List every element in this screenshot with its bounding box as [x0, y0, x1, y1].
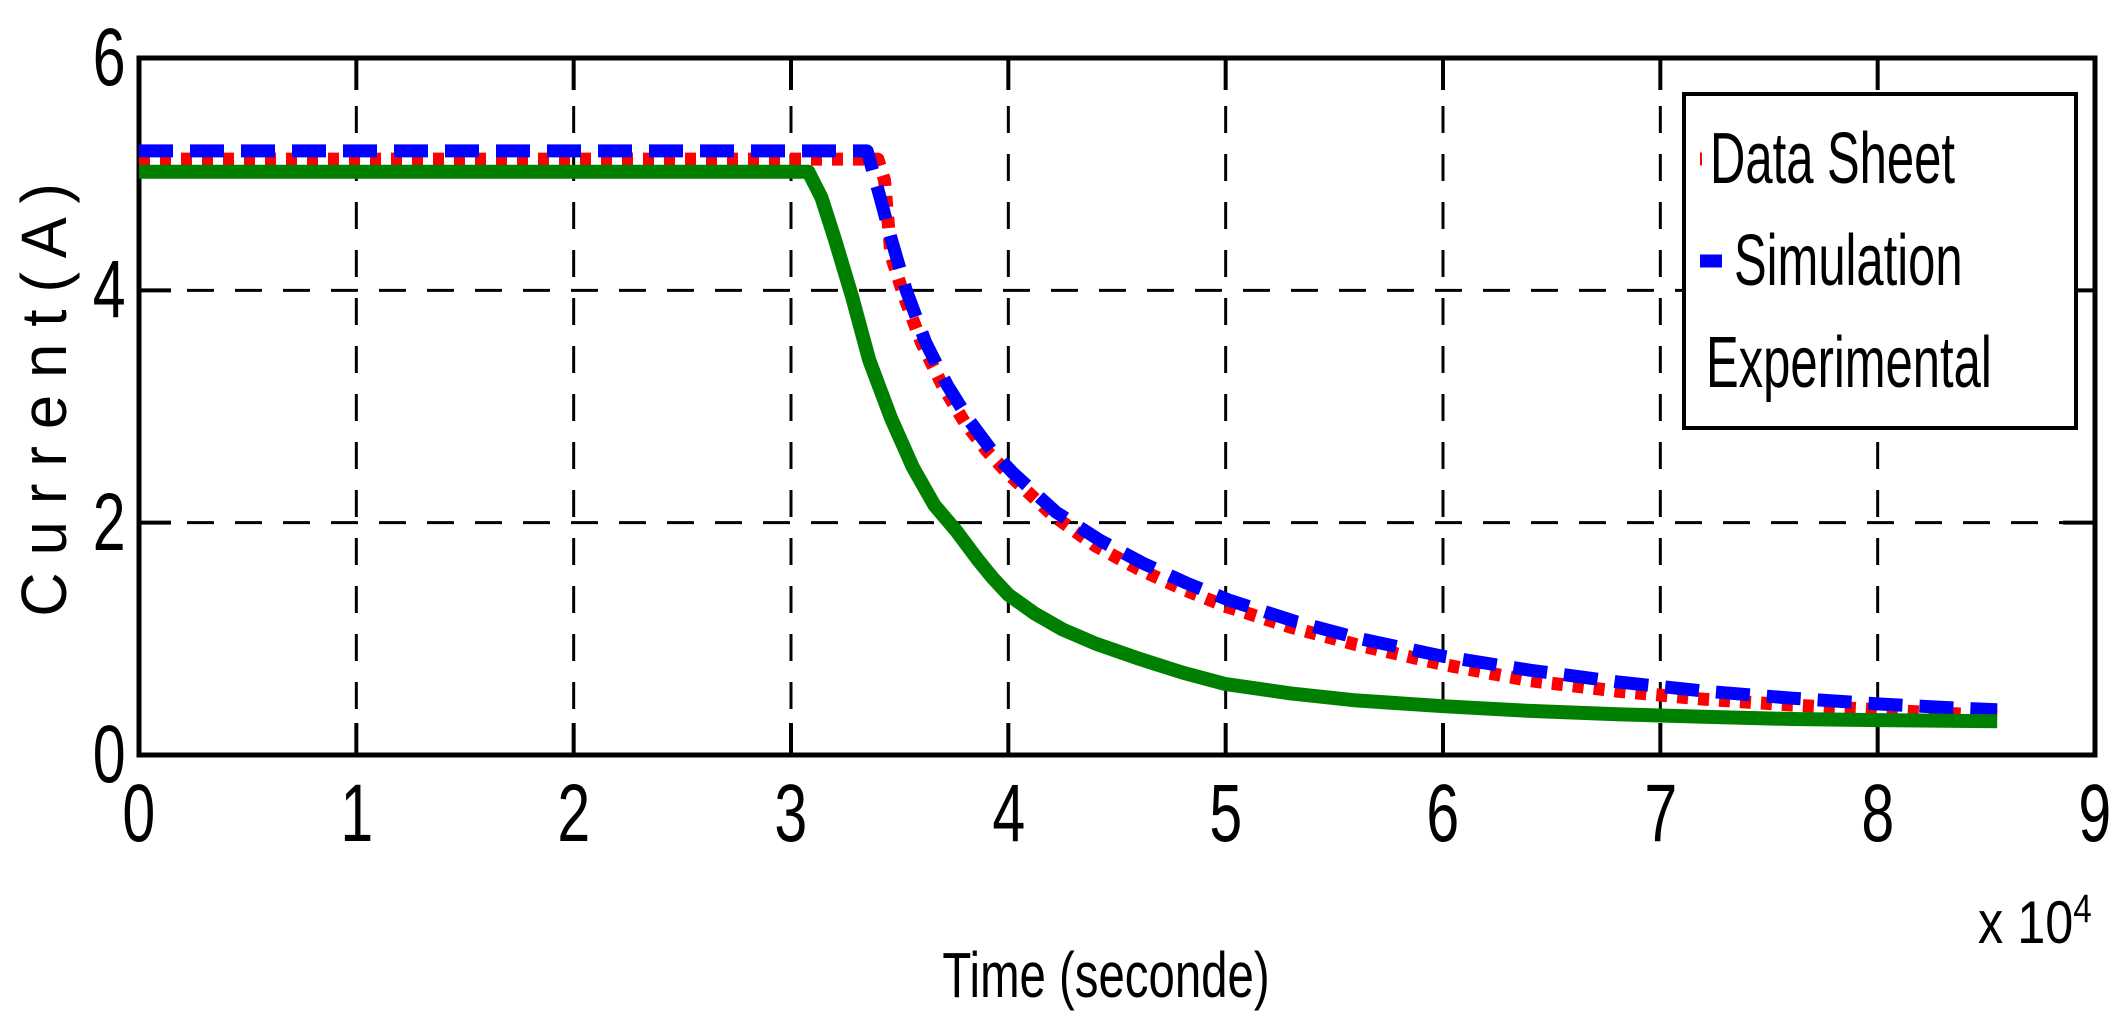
series-line-simulation	[139, 144, 1998, 717]
legend-item-experimental: Experimental	[1698, 319, 2070, 407]
x-axis-label: Time (seconde)	[942, 939, 1270, 1011]
exponent-power: 4	[2073, 887, 2092, 931]
legend: Data Sheet Simulation Experimental	[1682, 92, 2078, 430]
axes-box	[136, 55, 2098, 758]
legend-line-sample	[1700, 254, 1726, 268]
series-line-experimental	[139, 164, 1998, 729]
y-tick-label: 2	[93, 476, 126, 568]
legend-item-simulation: Simulation	[1698, 217, 2070, 305]
x-tick-label: 7	[1643, 768, 1677, 859]
x-tick-label: 6	[1426, 768, 1460, 859]
legend-label: Data Sheet	[1709, 119, 1955, 199]
y-tick-label: 6	[93, 12, 126, 103]
y-tick-label: 0	[93, 709, 126, 800]
x-axis-exponent: x 104	[1978, 888, 2092, 957]
x-tick-label: 5	[1209, 768, 1243, 859]
x-tick-label: 2	[557, 768, 591, 859]
legend-label: Experimental	[1706, 323, 1992, 403]
legend-line-sample	[1700, 152, 1702, 166]
legend-label: Simulation	[1733, 221, 1963, 301]
x-tick-label: 9	[2078, 768, 2112, 859]
y-tick-label: 4	[93, 244, 126, 336]
series-line-data-sheet	[139, 152, 1998, 722]
exponent-base: x 10	[1978, 889, 2074, 956]
x-tick-label: 8	[1861, 768, 1895, 859]
x-tick-label: 1	[339, 768, 373, 859]
x-tick-label: 0	[122, 768, 156, 859]
legend-item-data-sheet: Data Sheet	[1698, 115, 2070, 203]
x-tick-label: 4	[991, 768, 1025, 859]
x-tick-label: 3	[774, 768, 808, 859]
